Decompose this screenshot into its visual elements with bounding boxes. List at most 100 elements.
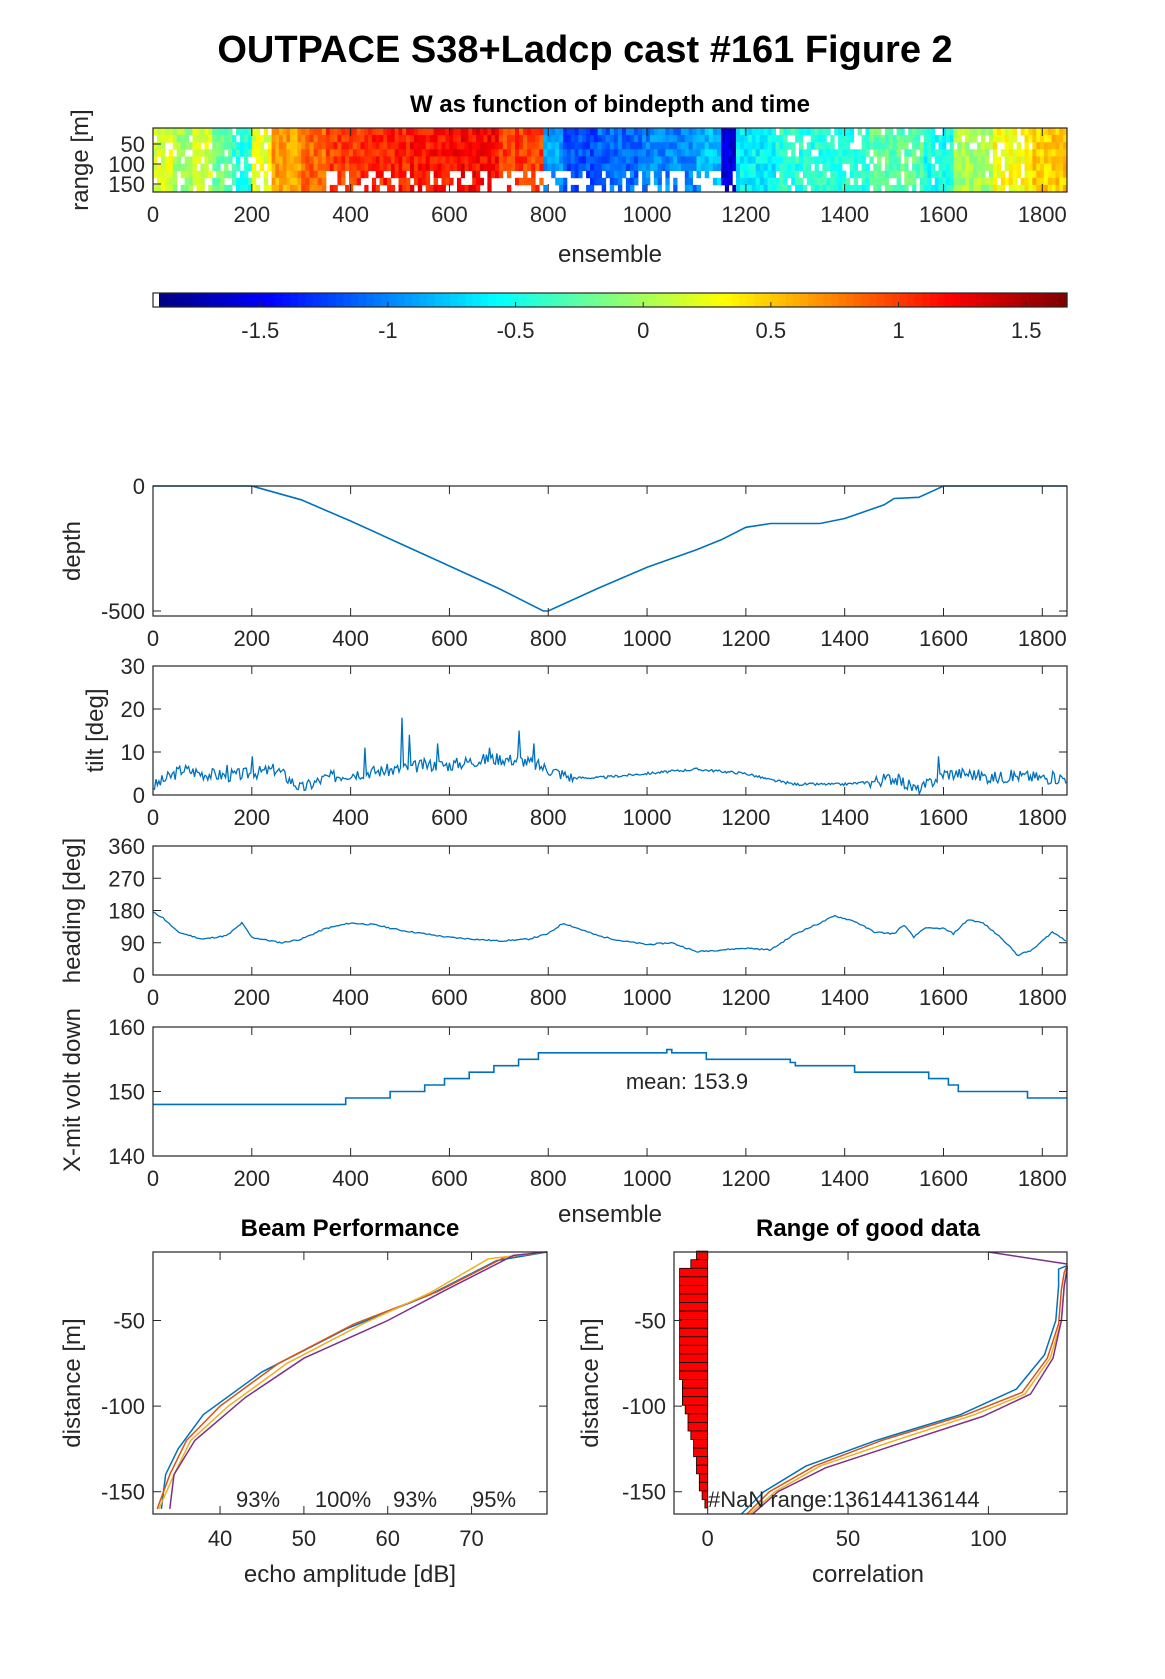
w-cell	[208, 149, 213, 157]
w-cell	[317, 184, 323, 193]
w-cell	[717, 177, 722, 186]
w-cell	[810, 142, 815, 150]
w-cell	[437, 128, 442, 136]
w-cell	[696, 149, 701, 157]
x-tick-label: 400	[332, 805, 369, 830]
x-tick-label: 400	[332, 202, 369, 227]
w-cell	[653, 170, 659, 179]
w-cell	[1051, 170, 1056, 179]
w-cell	[799, 156, 804, 164]
w-cell	[487, 156, 492, 164]
w-cell	[196, 149, 201, 157]
w-cell	[677, 156, 682, 164]
w-cell	[406, 156, 411, 164]
w-cell	[653, 128, 659, 136]
w-cell	[775, 156, 780, 164]
colorbar-cell	[175, 293, 184, 307]
w-cell	[566, 156, 572, 164]
w-cell	[953, 128, 958, 136]
w-cell	[297, 177, 302, 186]
w-cell	[290, 128, 295, 136]
w-cell	[969, 177, 974, 186]
colorbar-cell	[191, 293, 200, 307]
w-cell	[601, 128, 607, 136]
w-cell	[232, 135, 237, 143]
colorbar-cell	[693, 293, 702, 307]
chart-range-good-data: 0 50 100-50-100-150 #NaN range:136144136144…	[577, 1215, 1068, 1588]
w-cell	[739, 170, 745, 179]
w-cell	[441, 177, 446, 186]
w-cell	[236, 177, 241, 186]
w-cell	[352, 163, 357, 172]
w-cell	[390, 135, 396, 143]
w-cell	[364, 135, 369, 143]
w-cell	[1016, 184, 1021, 193]
w-cell	[282, 156, 287, 164]
w-cell	[192, 149, 197, 157]
w-cell	[799, 163, 804, 172]
w-cell	[736, 170, 741, 179]
w-cell	[919, 170, 925, 179]
w-cell	[593, 170, 598, 179]
w-cell	[638, 149, 643, 157]
w-cell	[677, 149, 682, 157]
w-cell	[255, 142, 261, 150]
w-cell	[341, 177, 346, 186]
w-cell	[168, 184, 174, 193]
w-cell	[634, 149, 639, 157]
w-cell	[240, 184, 245, 193]
y-tick-label: -500	[101, 599, 145, 624]
w-cell	[445, 163, 450, 172]
y-tick-label: 360	[108, 834, 145, 859]
w-cell	[728, 156, 733, 164]
w-cell	[923, 142, 928, 150]
w-cell	[1016, 149, 1021, 157]
w-cell	[1059, 170, 1064, 179]
w-cell	[364, 128, 369, 136]
w-cell	[212, 184, 217, 193]
x-tick-label: 50	[836, 1526, 860, 1551]
w-cell	[578, 156, 583, 164]
w-cell	[243, 163, 249, 172]
w-cell	[409, 128, 415, 136]
w-cell	[297, 170, 302, 179]
w-cell	[916, 135, 921, 143]
y-tick-label: -50	[634, 1308, 666, 1333]
colorbar-cell	[990, 293, 999, 307]
colorbar-cell	[274, 293, 284, 307]
colorbar-cell	[556, 293, 565, 307]
w-cell	[680, 135, 686, 143]
w-cell	[696, 184, 701, 193]
w-cell	[387, 177, 392, 186]
w-cell	[375, 149, 380, 157]
w-cell	[609, 156, 615, 164]
w-cell	[279, 128, 284, 136]
w-cell	[243, 170, 249, 179]
w-cell	[888, 128, 894, 136]
w-cell	[279, 177, 284, 186]
w-cell	[200, 128, 205, 136]
y-tick-label: 20	[121, 697, 145, 722]
w-cell	[892, 184, 897, 193]
w-cell	[433, 177, 438, 186]
w-cell	[661, 142, 666, 150]
w-cell	[582, 156, 587, 164]
w-cell	[341, 135, 346, 143]
w-cell	[704, 170, 710, 179]
w-cell	[814, 163, 819, 172]
w-cell	[394, 170, 399, 179]
w-cell	[834, 128, 839, 136]
w-cell	[290, 142, 295, 150]
w-cell	[775, 177, 780, 186]
w-cell	[783, 170, 788, 179]
w-cell	[881, 135, 886, 143]
w-cell	[861, 170, 866, 179]
w-cell	[692, 156, 697, 164]
colorbar-cell	[602, 293, 611, 307]
w-cell	[360, 142, 365, 150]
colorbar-cell	[351, 293, 360, 307]
w-cell	[884, 177, 890, 186]
colorbar-cell	[792, 293, 801, 307]
w-cell	[255, 184, 261, 193]
w-cell	[180, 135, 186, 143]
